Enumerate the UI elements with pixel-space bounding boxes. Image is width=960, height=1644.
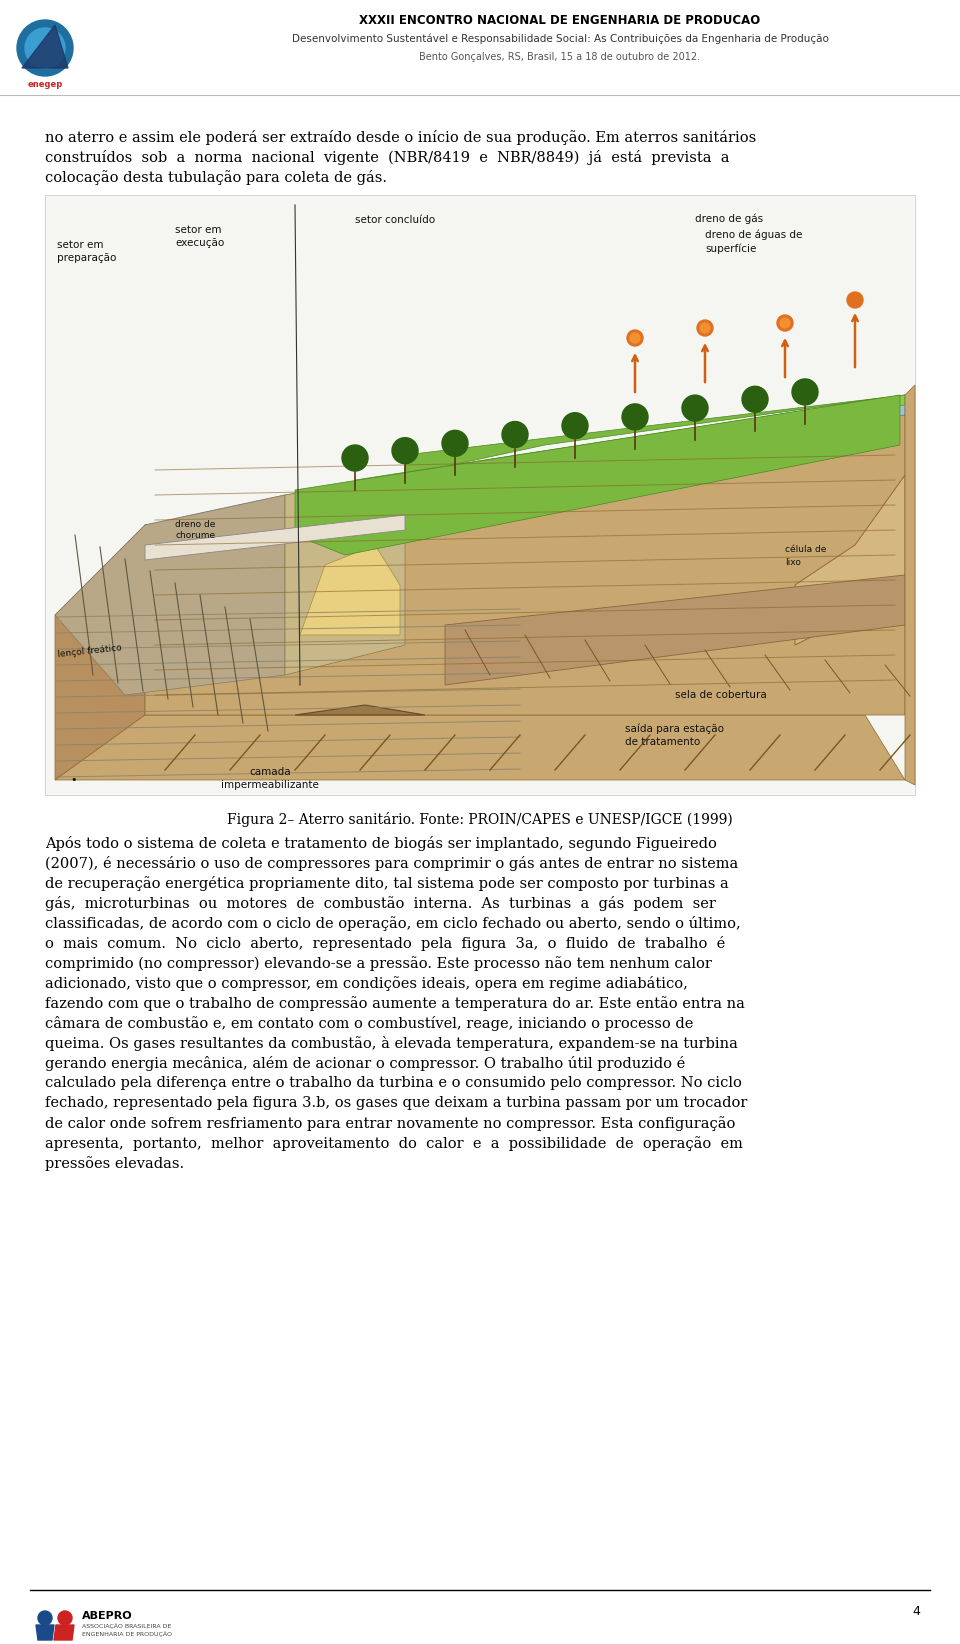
Circle shape bbox=[58, 1611, 72, 1624]
Polygon shape bbox=[55, 615, 525, 779]
Text: chorume: chorume bbox=[175, 531, 215, 539]
Text: XXXII ENCONTRO NACIONAL DE ENGENHARIA DE PRODUCAO: XXXII ENCONTRO NACIONAL DE ENGENHARIA DE… bbox=[359, 15, 760, 26]
Circle shape bbox=[622, 404, 648, 429]
Text: gerando energia mecânica, além de acionar o compressor. O trabalho útil produzid: gerando energia mecânica, além de aciona… bbox=[45, 1055, 685, 1070]
Text: fazendo com que o trabalho de compressão aumente a temperatura do ar. Este então: fazendo com que o trabalho de compressão… bbox=[45, 996, 745, 1011]
Text: preparação: preparação bbox=[57, 253, 116, 263]
Polygon shape bbox=[55, 715, 905, 779]
Circle shape bbox=[17, 20, 73, 76]
Polygon shape bbox=[145, 395, 905, 534]
Polygon shape bbox=[295, 395, 900, 556]
Text: de recuperação energética propriamente dito, tal sistema pode ser composto por t: de recuperação energética propriamente d… bbox=[45, 876, 729, 891]
Text: Figura 2– Aterro sanitário. Fonte: PROIN/CAPES e UNESP/IGCE (1999): Figura 2– Aterro sanitário. Fonte: PROIN… bbox=[228, 812, 732, 827]
Circle shape bbox=[780, 317, 790, 329]
Text: sela de cobertura: sela de cobertura bbox=[675, 690, 767, 700]
Circle shape bbox=[502, 421, 528, 447]
Text: impermeabilizante: impermeabilizante bbox=[221, 779, 319, 791]
Circle shape bbox=[847, 293, 863, 307]
Text: de tratamento: de tratamento bbox=[625, 737, 700, 746]
Circle shape bbox=[627, 330, 643, 345]
Polygon shape bbox=[55, 495, 285, 695]
Text: dreno de gás: dreno de gás bbox=[695, 214, 763, 224]
Text: classificadas, de acordo com o ciclo de operação, em ciclo fechado ou aberto, se: classificadas, de acordo com o ciclo de … bbox=[45, 916, 741, 931]
Text: colocação desta tubulação para coleta de gás.: colocação desta tubulação para coleta de… bbox=[45, 169, 387, 186]
Text: camada: camada bbox=[250, 768, 291, 778]
Text: execução: execução bbox=[175, 238, 225, 248]
Text: Bento Gonçalves, RS, Brasil, 15 a 18 de outubro de 2012.: Bento Gonçalves, RS, Brasil, 15 a 18 de … bbox=[420, 53, 701, 62]
Circle shape bbox=[442, 431, 468, 457]
Text: dreno de: dreno de bbox=[175, 520, 215, 529]
Text: construídos  sob  a  norma  nacional  vigente  (NBR/8419  e  NBR/8849)  já  está: construídos sob a norma nacional vigente… bbox=[45, 150, 730, 164]
Text: Após todo o sistema de coleta e tratamento de biogás ser implantado, segundo Fig: Após todo o sistema de coleta e tratamen… bbox=[45, 837, 717, 852]
Text: lençol freático: lençol freático bbox=[57, 643, 122, 659]
Text: ABEPRO: ABEPRO bbox=[82, 1611, 132, 1621]
Text: •: • bbox=[70, 774, 77, 784]
Circle shape bbox=[342, 446, 368, 470]
Text: o  mais  comum.  No  ciclo  aberto,  representado  pela  figura  3a,  o  fluido : o mais comum. No ciclo aberto, represent… bbox=[45, 935, 725, 950]
Circle shape bbox=[682, 395, 708, 421]
Polygon shape bbox=[795, 475, 905, 644]
Circle shape bbox=[792, 380, 818, 404]
Polygon shape bbox=[36, 1624, 54, 1641]
Text: de calor onde sofrem resfriamento para entrar novamente no compressor. Esta conf: de calor onde sofrem resfriamento para e… bbox=[45, 1116, 735, 1131]
Circle shape bbox=[777, 316, 793, 330]
Polygon shape bbox=[355, 395, 905, 495]
Bar bbox=[47, 197, 913, 792]
Text: célula de: célula de bbox=[785, 546, 827, 554]
Text: gás,  microturbinas  ou  motores  de  combustão  interna.  As  turbinas  a  gás : gás, microturbinas ou motores de combust… bbox=[45, 896, 716, 911]
Polygon shape bbox=[295, 705, 425, 715]
Polygon shape bbox=[145, 515, 405, 561]
Bar bbox=[45, 196, 915, 796]
Text: superfície: superfície bbox=[705, 243, 756, 253]
Circle shape bbox=[392, 437, 418, 464]
Polygon shape bbox=[905, 385, 915, 784]
Text: calculado pela diferença entre o trabalho da turbina e o consumido pelo compress: calculado pela diferença entre o trabalh… bbox=[45, 1077, 742, 1090]
Text: queima. Os gases resultantes da combustão, à elevada temperatura, expandem-se na: queima. Os gases resultantes da combustã… bbox=[45, 1036, 738, 1051]
Polygon shape bbox=[145, 414, 905, 715]
Text: setor concluído: setor concluído bbox=[355, 215, 435, 225]
Text: setor em: setor em bbox=[57, 240, 104, 250]
Circle shape bbox=[697, 321, 713, 335]
Polygon shape bbox=[55, 524, 145, 779]
Text: 4: 4 bbox=[912, 1605, 920, 1618]
Text: dreno de águas de: dreno de águas de bbox=[705, 230, 803, 240]
Polygon shape bbox=[54, 1624, 74, 1641]
Text: ENGENHARIA DE PRODUÇÃO: ENGENHARIA DE PRODUÇÃO bbox=[82, 1631, 172, 1637]
Text: comprimido (no compressor) elevando-se a pressão. Este processo não tem nenhum c: comprimido (no compressor) elevando-se a… bbox=[45, 957, 712, 972]
Text: adicionado, visto que o compressor, em condições ideais, opera em regime adiabát: adicionado, visto que o compressor, em c… bbox=[45, 977, 688, 991]
Polygon shape bbox=[300, 546, 400, 635]
Text: Desenvolvimento Sustentável e Responsabilidade Social: As Contribuições da Engen: Desenvolvimento Sustentável e Responsabi… bbox=[292, 35, 828, 44]
Circle shape bbox=[742, 386, 768, 413]
Circle shape bbox=[700, 322, 710, 334]
Text: saída para estação: saída para estação bbox=[625, 723, 724, 733]
Text: apresenta,  portanto,  melhor  aproveitamento  do  calor  e  a  possibilidade  d: apresenta, portanto, melhor aproveitamen… bbox=[45, 1136, 743, 1151]
Text: no aterro e assim ele poderá ser extraído desde o início de sua produção. Em ate: no aterro e assim ele poderá ser extraíd… bbox=[45, 130, 756, 145]
Polygon shape bbox=[405, 395, 905, 475]
Polygon shape bbox=[22, 25, 68, 67]
Circle shape bbox=[630, 334, 640, 344]
Text: pressões elevadas.: pressões elevadas. bbox=[45, 1156, 184, 1171]
Text: setor em: setor em bbox=[175, 225, 222, 235]
Text: (2007), é necessário o uso de compressores para comprimir o gás antes de entrar : (2007), é necessário o uso de compressor… bbox=[45, 857, 738, 871]
Text: enegep: enegep bbox=[28, 81, 62, 89]
Circle shape bbox=[25, 28, 65, 67]
Text: câmara de combustão e, em contato com o combustível, reage, iniciando o processo: câmara de combustão e, em contato com o … bbox=[45, 1016, 693, 1031]
Circle shape bbox=[562, 413, 588, 439]
Text: fechado, representado pela figura 3.b, os gases que deixam a turbina passam por : fechado, representado pela figura 3.b, o… bbox=[45, 1097, 748, 1110]
Circle shape bbox=[38, 1611, 52, 1624]
Polygon shape bbox=[285, 475, 405, 676]
Polygon shape bbox=[445, 575, 905, 686]
Text: lixo: lixo bbox=[785, 557, 801, 567]
Text: ASSOCIAÇÃO BRASILEIRA DE: ASSOCIAÇÃO BRASILEIRA DE bbox=[82, 1623, 172, 1629]
